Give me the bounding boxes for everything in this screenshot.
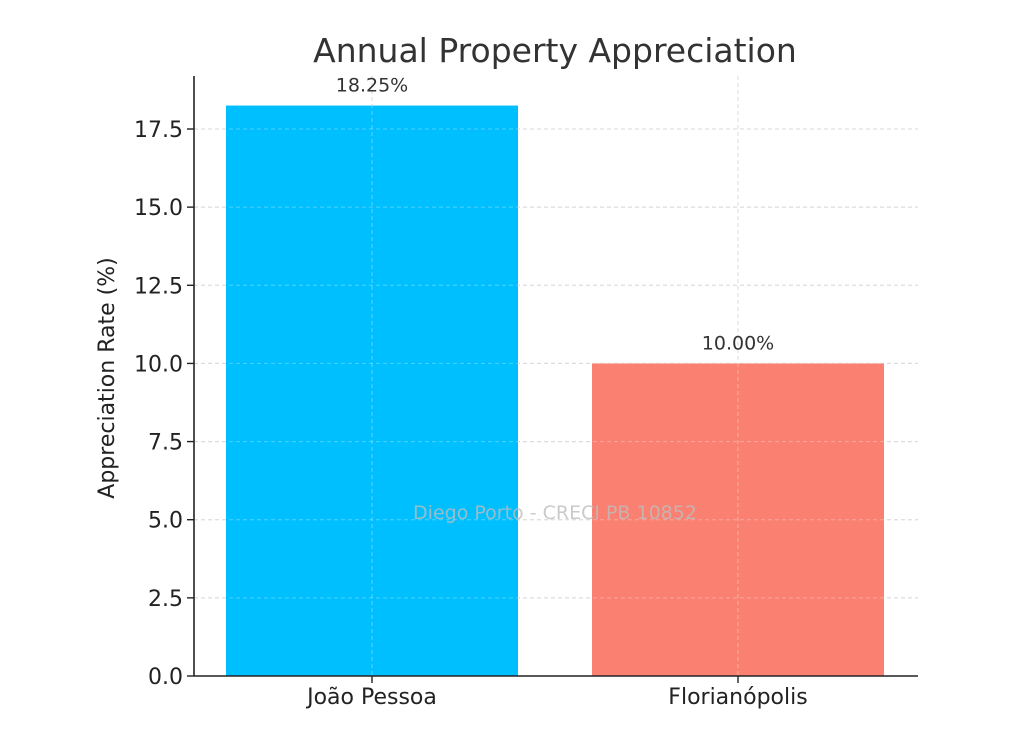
y-tick-label: 5.0 [148,509,183,534]
y-axis-label: Appreciation Rate (%) [95,257,120,498]
bar-data-label: 10.00% [702,332,774,354]
x-ticks: João Pessoa Florianópolis [305,676,808,710]
y-ticks: 0.0 2.5 5.0 7.5 10.0 12.5 15.0 17.5 [134,118,194,690]
x-tick-label: João Pessoa [305,685,437,710]
chart-title: Annual Property Appreciation [313,31,797,70]
bar-data-label: 18.25% [336,75,408,97]
y-tick-label: 2.5 [148,587,183,612]
y-tick-label: 12.5 [134,274,183,299]
bar [226,105,518,677]
bar [592,363,884,676]
bars [194,76,918,677]
x-tick-label: Florianópolis [668,685,807,710]
axes [193,76,918,677]
y-tick-label: 7.5 [148,431,183,456]
y-tick-label: 0.0 [148,665,183,690]
watermark-text: Diego Porto - CRECI PB 10852 [413,502,697,524]
y-tick-label: 15.0 [134,196,183,221]
data-labels: 18.25% 10.00% [336,75,774,355]
y-tick-label: 10.0 [134,352,183,377]
y-tick-label: 17.5 [134,118,183,143]
